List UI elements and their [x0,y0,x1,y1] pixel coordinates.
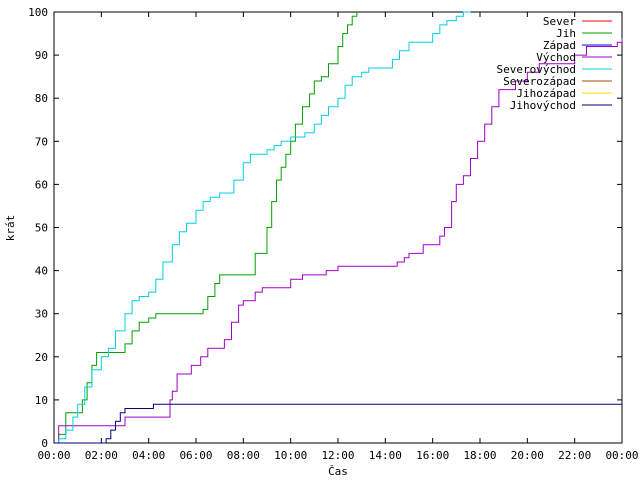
legend-label: Sever [543,15,576,28]
y-tick-label: 40 [35,265,48,278]
x-tick-label: 20:00 [511,449,544,462]
y-tick-label: 20 [35,351,48,364]
x-tick-label: 02:00 [85,449,118,462]
y-tick-label: 0 [41,437,48,450]
x-tick-label: 04:00 [132,449,165,462]
y-tick-label: 10 [35,394,48,407]
legend-label: Severovýchod [497,63,576,76]
legend-label: Jihovýchod [510,99,576,112]
x-axis-label: Čas [328,465,348,478]
y-tick-label: 30 [35,308,48,321]
series-line-7 [54,403,622,444]
legend-label: Západ [543,39,576,52]
series-line-1 [54,12,358,444]
x-tick-label: 00:00 [605,449,638,462]
x-tick-label: 14:00 [369,449,402,462]
legend: SeverJihZápadVýchodSeverovýchodSeverozáp… [497,15,612,112]
x-tick-label: 12:00 [321,449,354,462]
series-lines [54,11,623,444]
x-tick-label: 10:00 [274,449,307,462]
legend-label: Jih [556,27,576,40]
legend-label: Severozápad [503,75,576,88]
x-tick-label: 06:00 [179,449,212,462]
y-tick-label: 90 [35,49,48,62]
series-line-3 [54,37,623,444]
y-tick-label: 50 [35,222,48,235]
y-tick-label: 60 [35,178,48,191]
y-tick-label: 80 [35,92,48,105]
y-tick-label: 100 [28,6,48,19]
x-axis-ticks: 00:00 02:00 04:00 06:00 08:00 10:00 12:00 14:00… [37,12,639,462]
y-tick-label: 70 [35,135,48,148]
y-axis-ticks: 0 10 20 30 40 50 60 70 80 90 100 [28,6,622,450]
legend-label: Jihozápad [516,87,576,100]
x-tick-label: 22:00 [558,449,591,462]
x-tick-label: 08:00 [227,449,260,462]
y-axis-label: krát [4,215,17,242]
x-tick-label: 16:00 [416,449,449,462]
series-line-4 [54,11,471,444]
x-tick-label: 18:00 [463,449,496,462]
legend-label: Východ [536,51,576,64]
x-tick-label: 00:00 [37,449,70,462]
